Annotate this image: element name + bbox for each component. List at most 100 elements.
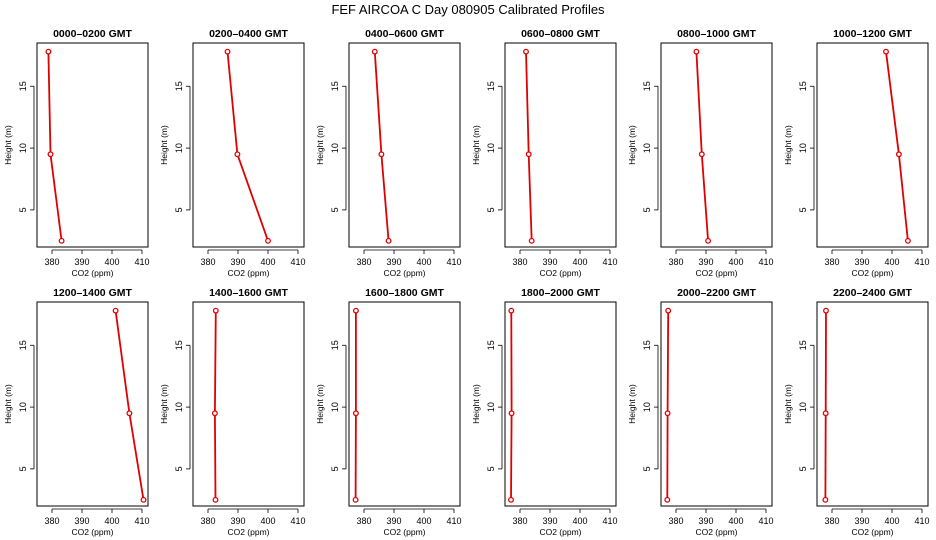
y-tick-label: 5 <box>18 207 28 212</box>
y-tick-label: 10 <box>642 402 652 412</box>
data-point <box>822 496 829 503</box>
y-tick-label: 15 <box>18 340 28 350</box>
x-axis-label: CO2 (ppm) <box>851 268 893 278</box>
x-tick-label: 380 <box>512 516 527 526</box>
x-tick-label: 400 <box>260 516 275 526</box>
panel-grid: 0000–0200 GMT 380 390 400 410 CO2 (ppm) 5 10 15 H… <box>3 28 930 537</box>
chart-panel: 1800–2000 GMT 380 390 400 410 CO2 (ppm) 5 10 15 H… <box>471 287 618 537</box>
x-tick-label: 380 <box>200 257 215 267</box>
x-axis-label: CO2 (ppm) <box>383 527 425 537</box>
x-tick-label: 380 <box>668 257 683 267</box>
y-axis-label: Height (m) <box>471 125 481 165</box>
data-point <box>140 496 147 503</box>
x-tick-label: 390 <box>386 257 401 267</box>
data-point <box>883 48 889 55</box>
data-point <box>508 496 514 503</box>
x-axis-label: CO2 (ppm) <box>71 527 113 537</box>
y-tick-label: 5 <box>798 466 808 471</box>
y-tick-label: 10 <box>486 402 496 412</box>
x-tick-label: 400 <box>104 516 119 526</box>
x-tick-label: 400 <box>260 257 275 267</box>
profile-segment <box>226 51 239 155</box>
plot-frame <box>660 301 773 507</box>
profile-segment <box>525 51 530 155</box>
chart-panel: 0400–0600 GMT 380 390 400 410 CO2 (ppm) 5 10 15 H… <box>315 28 462 278</box>
data-point <box>822 410 829 417</box>
x-axis-label: CO2 (ppm) <box>71 268 113 278</box>
y-tick-label: 15 <box>330 340 340 350</box>
data-point <box>385 237 392 244</box>
profile-segment <box>373 51 383 155</box>
plot-frame <box>36 301 149 507</box>
x-tick-label: 400 <box>572 257 587 267</box>
x-tick-label: 410 <box>758 257 773 267</box>
x-axis-label: CO2 (ppm) <box>695 268 737 278</box>
data-point <box>378 151 385 158</box>
data-point <box>47 151 54 158</box>
y-tick-label: 5 <box>174 207 184 212</box>
y-tick-label: 15 <box>174 340 184 350</box>
x-tick-label: 390 <box>230 516 245 526</box>
x-tick-label: 410 <box>134 257 149 267</box>
x-tick-label: 410 <box>446 516 461 526</box>
y-axis-label: Height (m) <box>315 384 325 424</box>
x-tick-label: 390 <box>542 257 557 267</box>
x-tick-label: 390 <box>74 516 89 526</box>
y-axis-label: Height (m) <box>783 125 793 165</box>
data-point <box>528 237 535 244</box>
profile-segment <box>47 51 52 155</box>
chart-panel: 1400–1600 GMT 380 390 400 410 CO2 (ppm) 5 10 15 H… <box>159 287 306 537</box>
data-point <box>823 307 829 314</box>
profile-segment <box>695 51 703 155</box>
x-tick-label: 410 <box>914 516 929 526</box>
x-tick-label: 380 <box>512 257 527 267</box>
profile-segment <box>527 154 533 241</box>
x-tick-label: 410 <box>134 516 149 526</box>
x-tick-label: 400 <box>884 257 899 267</box>
y-tick-label: 15 <box>174 81 184 91</box>
y-axis-label: Height (m) <box>783 384 793 424</box>
y-tick-label: 5 <box>486 207 496 212</box>
profile-segment <box>214 413 217 500</box>
plot-frame <box>36 42 149 248</box>
x-tick-label: 410 <box>290 516 305 526</box>
data-point <box>58 237 65 244</box>
panel-title: 1400–1600 GMT <box>209 287 288 299</box>
chart-panel: 1600–1800 GMT 380 390 400 410 CO2 (ppm) 5 10 15 H… <box>315 287 462 537</box>
y-tick-label: 10 <box>486 143 496 153</box>
chart-panel: 0200–0400 GMT 380 390 400 410 CO2 (ppm) 5 10 15 H… <box>159 28 306 278</box>
y-tick-label: 10 <box>330 402 340 412</box>
plot-frame <box>816 42 929 248</box>
x-tick-label: 390 <box>74 257 89 267</box>
x-tick-label: 410 <box>602 516 617 526</box>
chart-panel: 0800–1000 GMT 380 390 400 410 CO2 (ppm) 5 10 15 H… <box>627 28 774 278</box>
x-tick-label: 400 <box>416 257 431 267</box>
y-axis-label: Height (m) <box>315 125 325 165</box>
x-tick-label: 390 <box>230 257 245 267</box>
y-tick-label: 15 <box>798 340 808 350</box>
panel-title: 0200–0400 GMT <box>209 28 288 40</box>
data-point <box>112 307 119 314</box>
data-point <box>45 48 52 55</box>
y-axis-label: Height (m) <box>471 384 481 424</box>
panel-title: 2000–2200 GMT <box>677 287 756 299</box>
plot-frame <box>816 301 929 507</box>
chart-panel: 2000–2200 GMT 380 390 400 410 CO2 (ppm) 5 10 15 H… <box>627 287 774 537</box>
x-tick-label: 380 <box>356 516 371 526</box>
x-tick-label: 400 <box>572 516 587 526</box>
data-point <box>508 307 515 314</box>
y-tick-label: 5 <box>330 207 340 212</box>
data-point <box>265 237 271 244</box>
x-axis-label: CO2 (ppm) <box>851 527 893 537</box>
panel-title: 0600–0800 GMT <box>521 28 600 40</box>
data-point <box>212 307 219 314</box>
profile-segment <box>700 154 709 241</box>
y-tick-label: 5 <box>174 466 184 471</box>
data-point <box>665 307 672 314</box>
x-tick-label: 390 <box>542 516 557 526</box>
y-tick-label: 5 <box>330 466 340 471</box>
chart-panel: 1000–1200 GMT 380 390 400 410 CO2 (ppm) 5 10 15 H… <box>783 28 930 278</box>
profile-segment <box>49 154 63 241</box>
